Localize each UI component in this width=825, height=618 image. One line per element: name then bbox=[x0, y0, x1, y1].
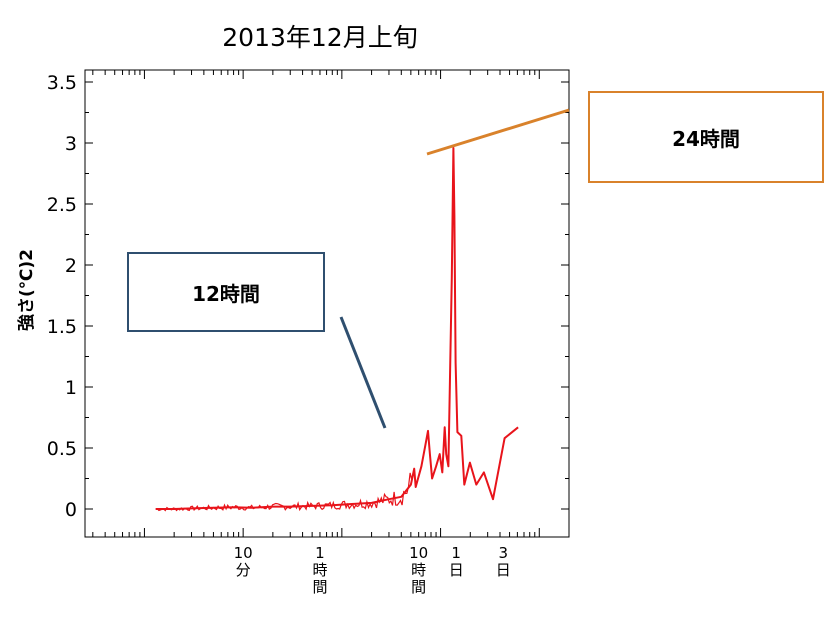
callout-24-connector bbox=[426, 108, 570, 156]
x-tick-label: 日 bbox=[496, 561, 511, 579]
x-tick-label: 1 bbox=[315, 544, 325, 562]
x-tick-label: 3 bbox=[499, 544, 509, 562]
series-layer bbox=[155, 146, 519, 512]
y-axis: 0 0.5 1 1.5 2 2.5 3 3.5 bbox=[47, 72, 569, 521]
x-tick-label: 1 bbox=[451, 544, 461, 562]
y-tick-label: 1.5 bbox=[47, 316, 77, 338]
y-tick-label: 3 bbox=[65, 133, 77, 155]
y-axis-label: 強さ(℃)2 bbox=[16, 249, 37, 331]
y-tick-label: 2 bbox=[65, 255, 77, 277]
annotation-12-hours: 12時間 bbox=[127, 252, 325, 332]
x-tick-label: 時 bbox=[312, 561, 327, 579]
y-tick-label: 2.5 bbox=[47, 194, 77, 216]
x-tick-label: 日 bbox=[449, 561, 464, 579]
callout-12-connector bbox=[339, 316, 387, 429]
x-tick-label: 間 bbox=[312, 578, 327, 596]
x-tick-label: 分 bbox=[236, 561, 251, 579]
x-tick-label: 10 bbox=[234, 544, 253, 562]
chart-title: 2013年12月上旬 bbox=[222, 23, 417, 52]
annotation-12-hours-label: 12時間 bbox=[192, 281, 260, 306]
x-tick-label: 時 bbox=[411, 561, 426, 579]
y-tick-label: 0.5 bbox=[47, 438, 77, 460]
x-tick-label: 10 bbox=[409, 544, 428, 562]
y-tick-label: 0 bbox=[65, 499, 77, 521]
annotation-24-hours-label: 24時間 bbox=[672, 126, 740, 151]
x-tick-label: 間 bbox=[411, 578, 426, 596]
annotation-24-hours: 24時間 bbox=[588, 91, 824, 183]
y-tick-label: 3.5 bbox=[47, 72, 77, 94]
series-noise bbox=[155, 472, 413, 512]
y-tick-label: 1 bbox=[65, 377, 77, 399]
